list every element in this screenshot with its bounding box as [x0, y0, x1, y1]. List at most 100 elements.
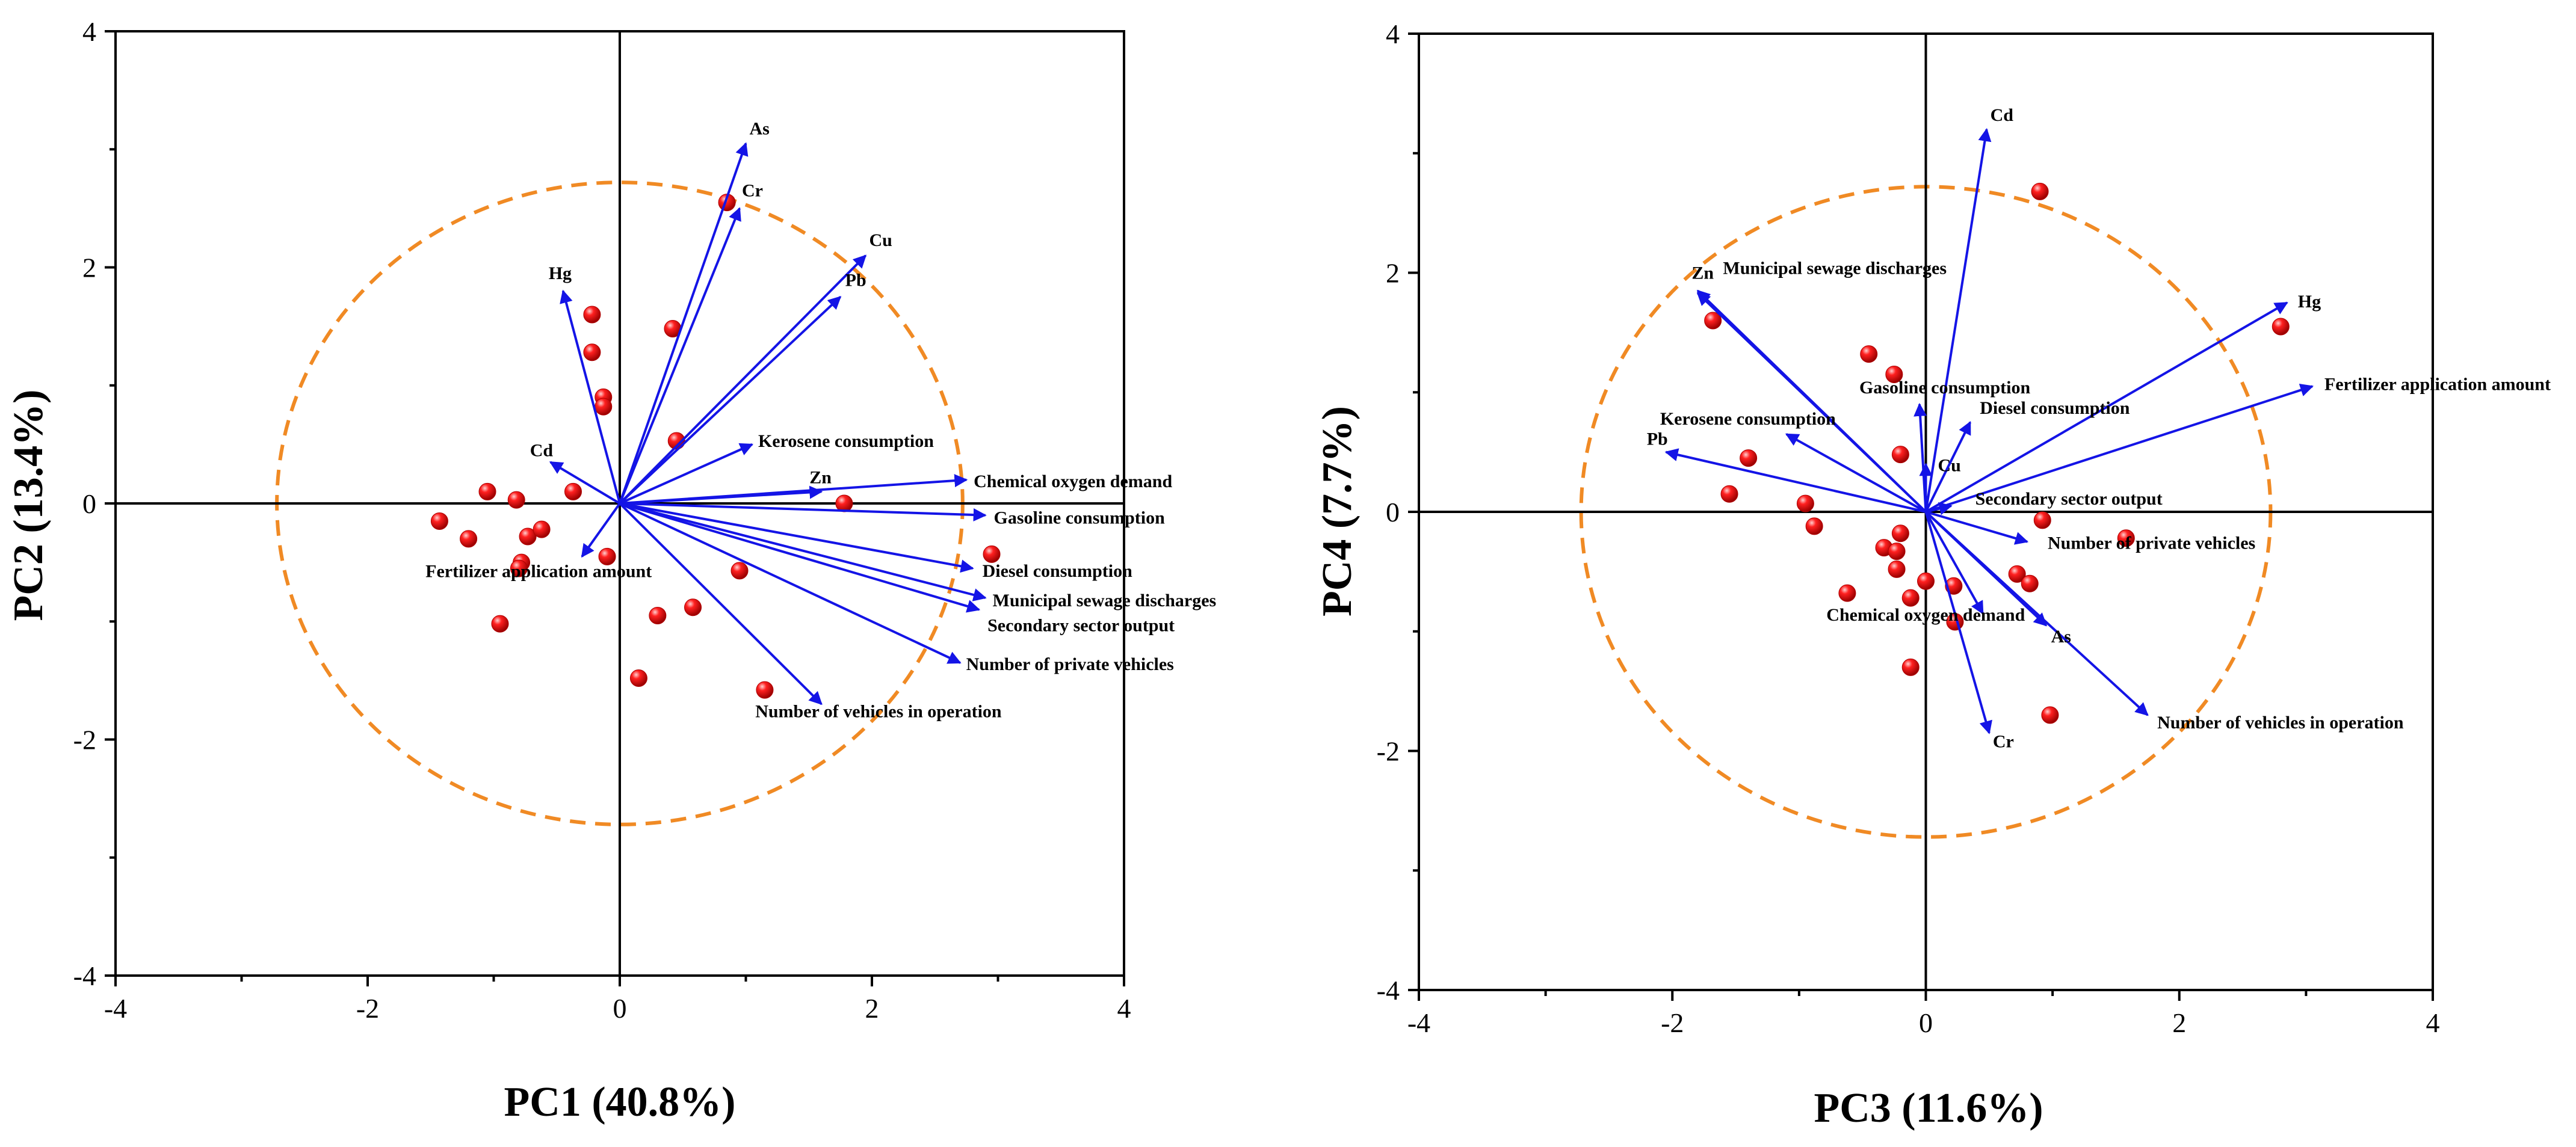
- loading-arrow-secondary-sector-output: [619, 502, 981, 613]
- score-point: [1917, 572, 1935, 590]
- score-point: [2031, 182, 2049, 200]
- loading-label-number-of-private-vehicles: Number of private vehicles: [966, 654, 1174, 674]
- y-axis-title: PC2 (13.4%): [5, 390, 52, 621]
- loading-label-number-of-private-vehicles: Number of private vehicles: [2048, 534, 2255, 553]
- loading-label-municipal-sewage-discharges: Municipal sewage discharges: [993, 591, 1217, 610]
- loading-label-chemical-oxygen-demand: Chemical oxygen demand: [974, 472, 1172, 491]
- loading-arrow-municipal-sewage-discharges: [619, 502, 987, 601]
- loading-arrow-kerosene-consumption: [1785, 433, 1927, 513]
- loading-arrow-pb: [1664, 448, 1926, 513]
- score-point: [1891, 524, 1909, 543]
- score-point: [1838, 584, 1856, 602]
- loading-arrow-number-of-private-vehicles: [619, 502, 962, 664]
- loading-label-number-of-vehicles-in-operation: Number of vehicles in operation: [755, 702, 1002, 722]
- loading-label-kerosene-consumption: Kerosene consumption: [1660, 409, 1836, 429]
- loading-label-as: As: [2051, 627, 2071, 647]
- score-point: [1796, 494, 1814, 512]
- score-point: [2117, 529, 2135, 547]
- score-point: [983, 545, 1001, 563]
- loading-arrow-as: [619, 142, 749, 504]
- y-tick-label: 2: [1386, 258, 1400, 289]
- loading-label-zn: Zn: [1691, 263, 1714, 283]
- score-point: [598, 547, 616, 565]
- score-point: [1740, 449, 1758, 467]
- x-tick-label: 0: [1919, 1007, 1933, 1038]
- x-tick-label: 4: [2426, 1007, 2440, 1038]
- loading-label-diesel-consumption: Diesel consumption: [983, 561, 1133, 581]
- y-tick-label: -4: [1377, 975, 1400, 1006]
- loading-arrow-hg: [1925, 301, 2288, 513]
- x-tick-label: -4: [104, 993, 127, 1024]
- loading-label-gasoline-consumption: Gasoline consumption: [1859, 378, 2031, 398]
- score-point: [2021, 574, 2039, 592]
- score-point: [2008, 565, 2026, 583]
- score-point: [756, 681, 774, 699]
- loading-arrow-municipal-sewage-discharges: [1696, 289, 1927, 513]
- y-tick-label: -4: [73, 961, 96, 991]
- score-point: [519, 527, 537, 546]
- loading-arrow-diesel-consumption: [619, 502, 974, 573]
- loading-label-hg: Hg: [2298, 292, 2321, 312]
- x-axis-title: PC3 (11.6%): [1814, 1085, 2043, 1131]
- x-tick-label: -2: [356, 993, 379, 1024]
- y-tick-label: -2: [1377, 736, 1400, 767]
- score-point: [583, 306, 601, 324]
- y-tick-label: -2: [73, 725, 96, 755]
- score-point: [1888, 543, 1906, 561]
- y-tick-label: 4: [1386, 19, 1400, 49]
- loading-arrow-hg: [560, 289, 621, 504]
- score-point: [649, 606, 667, 624]
- loading-label-cd: Cd: [530, 440, 554, 460]
- loading-arrow-cr: [619, 207, 741, 504]
- loading-label-gasoline-consumption: Gasoline consumption: [994, 508, 1166, 528]
- y-tick-label: 0: [82, 488, 96, 519]
- loading-arrow-cr: [1924, 511, 1992, 734]
- score-point: [1888, 560, 1906, 578]
- score-point: [730, 562, 749, 580]
- loading-label-cr: Cr: [1993, 732, 2014, 752]
- loading-arrow-diesel-consumption: [1924, 420, 1972, 512]
- score-point: [1805, 517, 1823, 535]
- loading-label-diesel-consumption: Diesel consumption: [1980, 398, 2130, 418]
- score-point: [583, 343, 601, 361]
- score-point: [2041, 706, 2059, 724]
- score-point: [629, 669, 647, 687]
- loading-arrow-secondary-sector-output: [1926, 502, 1953, 515]
- score-point: [478, 482, 496, 500]
- score-point: [491, 615, 509, 633]
- score-point: [510, 559, 528, 577]
- loading-arrow-chemical-oxygen-demand: [619, 474, 968, 505]
- score-point: [1704, 312, 1722, 330]
- score-point: [1720, 485, 1738, 503]
- loading-label-number-of-vehicles-in-operation: Number of vehicles in operation: [2157, 713, 2404, 733]
- score-point: [595, 398, 613, 416]
- loading-arrow-kerosene-consumption: [619, 443, 753, 505]
- loading-arrow-number-of-vehicles-in-operation: [619, 502, 823, 706]
- loading-arrow-fertilizer-application-amount: [1925, 383, 2314, 513]
- score-point: [1901, 589, 1920, 607]
- loading-arrow-gasoline-consumption: [619, 502, 987, 521]
- loading-label-cr: Cr: [742, 180, 763, 200]
- score-point: [2033, 511, 2051, 529]
- loading-label-pb: Pb: [1647, 429, 1668, 449]
- loading-label-fertilizer-application-amount: Fertilizer application amount: [425, 561, 652, 581]
- loading-label-chemical-oxygen-demand: Chemical oxygen demand: [1826, 605, 2025, 625]
- score-point: [460, 530, 478, 548]
- y-axis-title: PC4 (7.7%): [1314, 406, 1361, 617]
- x-tick-label: 2: [865, 993, 879, 1024]
- x-tick-label: 0: [613, 993, 627, 1024]
- loading-arrow-cu: [619, 254, 867, 505]
- loading-label-fertilizer-application-amount: Fertilizer application amount: [2324, 374, 2551, 394]
- score-point: [684, 598, 702, 617]
- x-tick-label: 4: [1117, 993, 1131, 1024]
- loading-label-municipal-sewage-discharges: Municipal sewage discharges: [1723, 258, 1947, 278]
- score-point: [2272, 318, 2290, 336]
- loading-label-cu: Cu: [869, 230, 892, 250]
- y-tick-label: 2: [82, 253, 96, 283]
- loading-label-hg: Hg: [549, 263, 572, 283]
- score-point: [507, 491, 525, 509]
- loading-arrow-number-of-vehicles-in-operation: [1925, 511, 2149, 716]
- biplot-panel-pc1-pc2: As Cr Cu Pb Hg Kerosene consumption Zn Cd Chemic…: [5, 16, 1216, 1125]
- y-tick-label: 0: [1386, 497, 1400, 527]
